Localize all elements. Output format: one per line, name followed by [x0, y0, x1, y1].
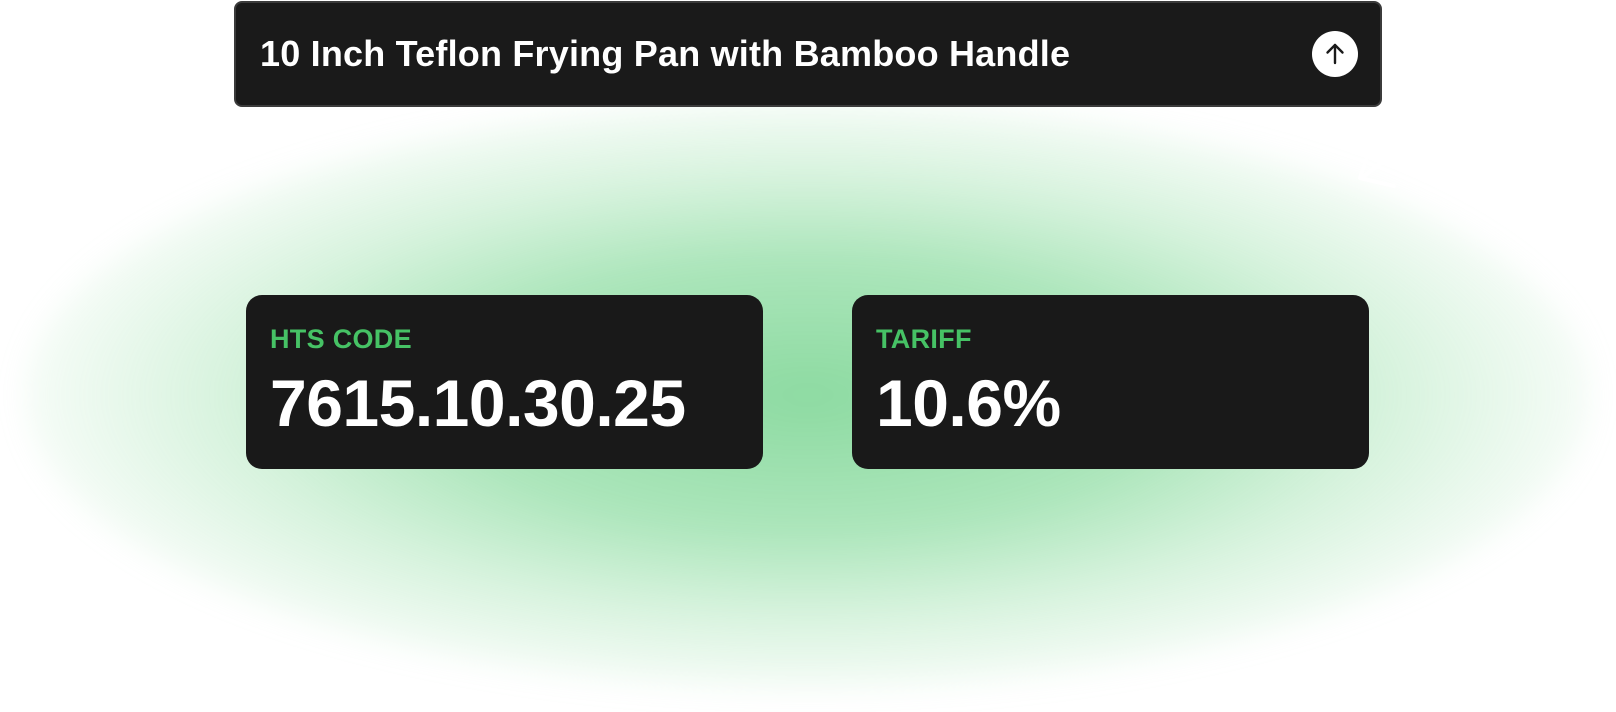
arrow-up-icon: [1326, 43, 1344, 65]
hts-code-value: 7615.10.30.25: [270, 366, 686, 440]
hts-code-label: HTS CODE: [270, 324, 412, 354]
hts-code-card: HTS CODE 7615.10.30.25: [246, 295, 763, 469]
tariff-label: TARIFF: [876, 324, 972, 354]
search-bar[interactable]: 10 Inch Teflon Frying Pan with Bamboo Ha…: [234, 1, 1382, 107]
submit-button[interactable]: [1312, 31, 1358, 77]
tariff-value: 10.6%: [876, 366, 1061, 440]
curved-arrow-icon: [1358, 120, 1424, 188]
tariff-card: TARIFF 10.6%: [852, 295, 1369, 469]
search-query-text[interactable]: 10 Inch Teflon Frying Pan with Bamboo Ha…: [260, 33, 1071, 74]
